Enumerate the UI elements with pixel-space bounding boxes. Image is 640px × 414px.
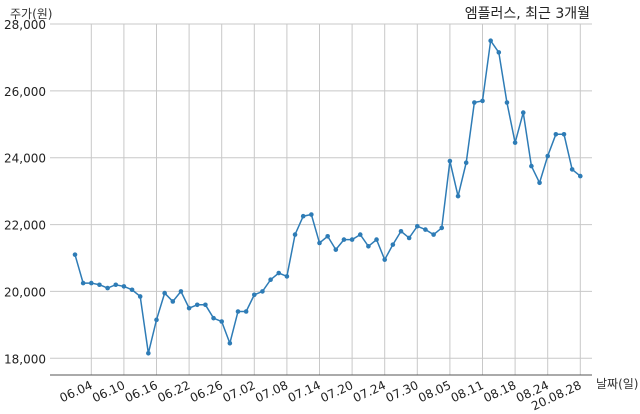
price-point — [472, 100, 477, 105]
price-point — [537, 180, 542, 186]
price-point — [382, 257, 388, 262]
price-point — [284, 274, 290, 279]
x-tick-label: 07.08 — [253, 378, 290, 405]
price-point — [186, 305, 192, 311]
price-point — [341, 237, 347, 242]
price-point — [325, 233, 330, 239]
y-tick-label: 28,000 — [4, 18, 46, 32]
x-axis-label: 날짜(일) — [596, 377, 638, 391]
price-point — [105, 285, 110, 291]
price-point — [211, 315, 216, 321]
price-point — [553, 132, 559, 137]
price-point — [260, 289, 265, 294]
price-point — [292, 232, 298, 237]
price-point — [504, 100, 510, 105]
price-point — [227, 340, 233, 346]
price-point — [480, 98, 485, 104]
price-point — [390, 242, 396, 247]
price-point — [243, 309, 249, 314]
price-point — [146, 350, 151, 356]
price-point — [178, 289, 184, 294]
price-point — [276, 270, 282, 276]
price-point — [349, 237, 355, 242]
chart-title: 엠플러스, 최근 3개월 — [465, 6, 590, 22]
price-point — [252, 292, 257, 298]
price-point — [235, 309, 241, 314]
y-tick-label: 24,000 — [4, 152, 46, 166]
price-point — [72, 252, 78, 257]
x-tick-label: 07.14 — [286, 378, 323, 405]
x-tick-label: 07.02 — [221, 378, 258, 405]
price-point — [300, 213, 306, 219]
x-tick-label: 07.24 — [351, 378, 388, 405]
x-tick-label: 08.18 — [481, 378, 518, 405]
x-tick-label: 08.11 — [449, 378, 486, 405]
y-tick-label: 26,000 — [4, 85, 46, 99]
price-point — [496, 50, 502, 55]
price-point — [447, 158, 453, 164]
price-point — [488, 38, 493, 44]
price-point — [423, 227, 428, 232]
price-point — [406, 235, 412, 241]
price-point — [97, 282, 102, 288]
price-point — [129, 287, 135, 293]
price-point — [439, 225, 445, 231]
y-axis-label: 주가(원) — [10, 7, 52, 21]
price-point — [170, 299, 176, 304]
y-tick-label: 20,000 — [4, 285, 46, 299]
x-tick-label: 08.05 — [416, 378, 453, 405]
price-point — [578, 173, 583, 179]
price-point — [317, 240, 322, 246]
price-point — [357, 232, 363, 237]
x-tick-label: 06.04 — [58, 378, 95, 405]
price-point — [137, 294, 143, 299]
y-tick-label: 22,000 — [4, 219, 46, 233]
grid-lines — [50, 23, 592, 375]
price-point — [366, 244, 371, 249]
x-tick-label: 06.22 — [155, 378, 192, 405]
x-tick-label: 06.26 — [188, 378, 225, 405]
price-point — [374, 237, 379, 242]
price-point — [520, 110, 526, 115]
price-point — [415, 223, 420, 229]
price-point — [431, 232, 436, 237]
y-tick-label: 18,000 — [4, 352, 46, 366]
price-point — [545, 153, 550, 159]
price-point — [162, 290, 167, 296]
price-point — [121, 284, 127, 289]
price-point — [194, 302, 200, 308]
x-tick-labels: 06.0406.1006.1606.2206.2607.0207.0807.14… — [58, 378, 584, 413]
price-point — [219, 319, 224, 324]
price-point — [89, 280, 94, 286]
x-tick-label: 06.10 — [90, 378, 127, 405]
price-point — [561, 132, 567, 137]
price-point — [333, 247, 339, 252]
y-tick-labels: 18,000 20,000 22,000 24,000 26,000 28,000 — [4, 18, 46, 366]
x-tick-label: 07.30 — [384, 378, 421, 405]
price-point — [309, 212, 314, 217]
price-point — [529, 163, 534, 169]
price-point — [268, 277, 273, 283]
price-point — [398, 228, 404, 234]
x-tick-label: 06.16 — [123, 378, 160, 405]
price-series-points — [72, 38, 583, 356]
price-point — [80, 280, 86, 286]
price-point — [203, 302, 208, 308]
price-point — [113, 282, 119, 288]
price-point — [512, 140, 518, 145]
price-point — [455, 193, 461, 199]
x-tick-label: 07.20 — [318, 378, 355, 405]
price-point — [463, 160, 469, 166]
price-series-line — [74, 38, 581, 354]
price-point — [154, 317, 159, 323]
price-point — [569, 167, 575, 172]
